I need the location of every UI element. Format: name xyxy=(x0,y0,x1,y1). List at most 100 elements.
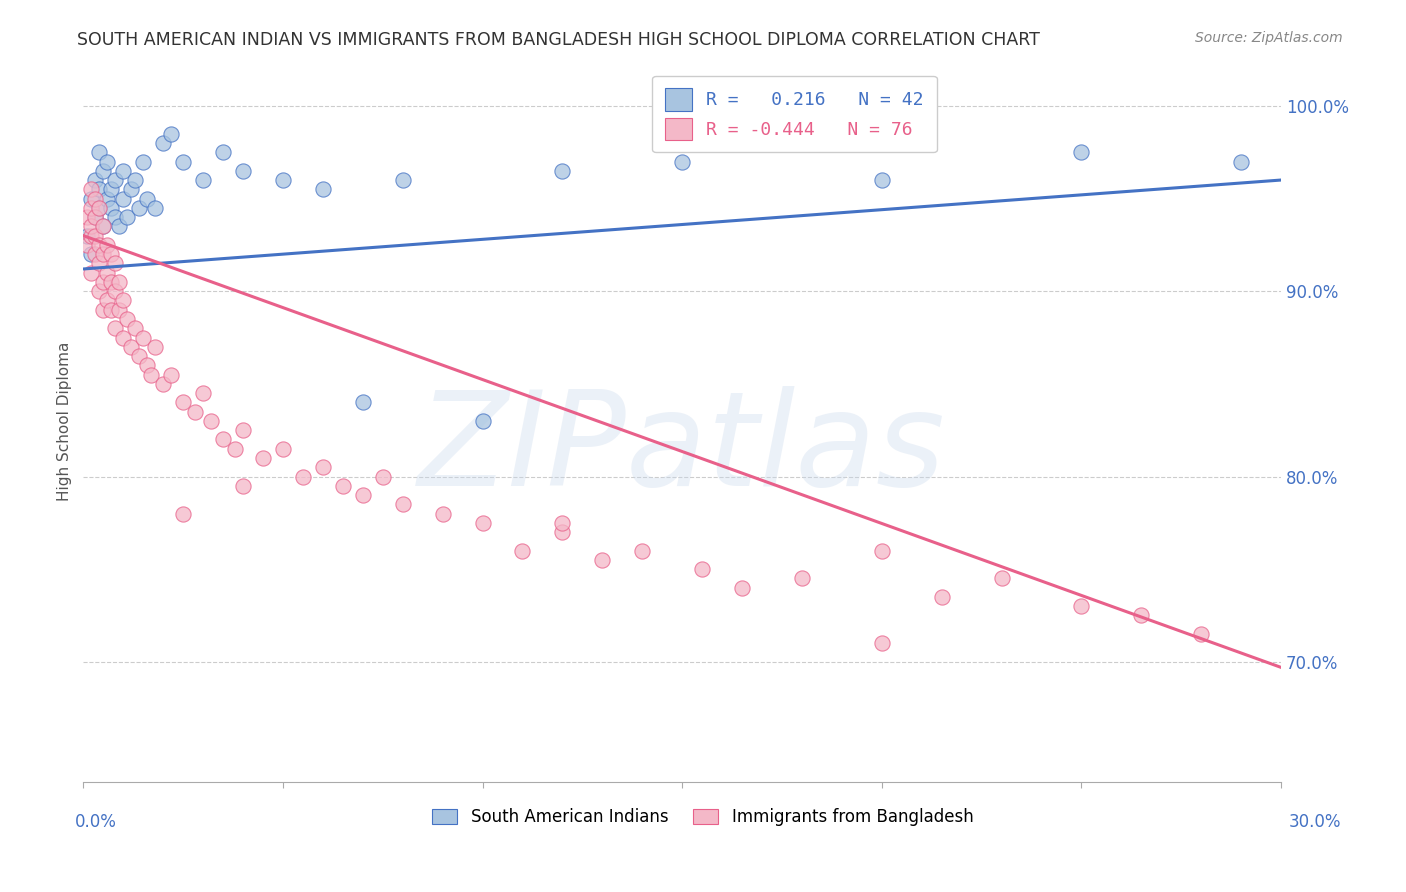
Point xyxy=(115,312,138,326)
Point xyxy=(391,173,413,187)
Point xyxy=(80,228,103,243)
Point xyxy=(132,330,155,344)
Point xyxy=(100,302,122,317)
Point xyxy=(120,340,142,354)
Point xyxy=(512,543,534,558)
Point xyxy=(551,516,574,530)
Point xyxy=(104,321,127,335)
Point xyxy=(96,154,118,169)
Point xyxy=(172,507,194,521)
Point xyxy=(870,543,893,558)
Point xyxy=(471,414,494,428)
Point xyxy=(108,302,131,317)
Point xyxy=(391,497,413,511)
Point xyxy=(152,376,174,391)
Point xyxy=(100,182,122,196)
Point xyxy=(631,543,654,558)
Point xyxy=(352,395,374,409)
Point xyxy=(96,293,118,308)
Point xyxy=(80,266,103,280)
Point xyxy=(870,636,893,650)
Point xyxy=(172,154,194,169)
Point xyxy=(80,192,103,206)
Point xyxy=(212,433,235,447)
Point xyxy=(84,173,107,187)
Point xyxy=(91,219,114,234)
Point xyxy=(591,553,613,567)
Point xyxy=(291,469,314,483)
Point xyxy=(80,247,103,261)
Point xyxy=(89,182,111,196)
Point xyxy=(200,414,222,428)
Point xyxy=(91,163,114,178)
Point xyxy=(312,182,335,196)
Text: ZIPatlas: ZIPatlas xyxy=(418,386,946,513)
Point xyxy=(80,182,103,196)
Point xyxy=(132,154,155,169)
Point xyxy=(471,516,494,530)
Point xyxy=(271,173,294,187)
Point xyxy=(252,450,274,465)
Point xyxy=(89,256,111,270)
Point xyxy=(80,201,103,215)
Point xyxy=(332,479,354,493)
Point xyxy=(152,136,174,150)
Point xyxy=(89,145,111,160)
Point xyxy=(128,201,150,215)
Point xyxy=(91,219,114,234)
Point xyxy=(112,192,135,206)
Point xyxy=(84,192,107,206)
Text: SOUTH AMERICAN INDIAN VS IMMIGRANTS FROM BANGLADESH HIGH SCHOOL DIPLOMA CORRELAT: SOUTH AMERICAN INDIAN VS IMMIGRANTS FROM… xyxy=(77,31,1040,49)
Point xyxy=(191,386,214,401)
Point xyxy=(143,340,166,354)
Point xyxy=(104,210,127,224)
Text: 30.0%: 30.0% xyxy=(1288,814,1341,831)
Point xyxy=(224,442,246,456)
Point xyxy=(84,210,107,224)
Point xyxy=(1070,599,1092,614)
Text: Source: ZipAtlas.com: Source: ZipAtlas.com xyxy=(1195,31,1343,45)
Point xyxy=(100,201,122,215)
Point xyxy=(96,238,118,252)
Point xyxy=(271,442,294,456)
Point xyxy=(104,256,127,270)
Point xyxy=(143,201,166,215)
Point xyxy=(790,571,813,585)
Point xyxy=(184,404,207,418)
Point xyxy=(91,302,114,317)
Point xyxy=(160,368,183,382)
Point xyxy=(1189,627,1212,641)
Point xyxy=(551,525,574,540)
Point xyxy=(232,423,254,437)
Point xyxy=(432,507,454,521)
Point xyxy=(212,145,235,160)
Point xyxy=(124,173,146,187)
Point xyxy=(191,173,214,187)
Point xyxy=(84,247,107,261)
Point xyxy=(990,571,1012,585)
Point xyxy=(112,293,135,308)
Point xyxy=(232,163,254,178)
Point xyxy=(96,192,118,206)
Point xyxy=(731,581,754,595)
Text: 0.0%: 0.0% xyxy=(75,814,117,831)
Point xyxy=(1130,608,1153,623)
Point xyxy=(100,247,122,261)
Point xyxy=(124,321,146,335)
Point xyxy=(172,395,194,409)
Point xyxy=(100,275,122,289)
Point xyxy=(931,590,953,604)
Point xyxy=(232,479,254,493)
Point xyxy=(352,488,374,502)
Point xyxy=(1230,154,1253,169)
Point xyxy=(120,182,142,196)
Point xyxy=(80,219,103,234)
Point xyxy=(312,460,335,475)
Point xyxy=(89,284,111,298)
Point xyxy=(96,266,118,280)
Legend: South American Indians, Immigrants from Bangladesh: South American Indians, Immigrants from … xyxy=(425,800,981,835)
Point xyxy=(1070,145,1092,160)
Point xyxy=(76,238,98,252)
Y-axis label: High School Diploma: High School Diploma xyxy=(58,342,72,500)
Point xyxy=(671,154,693,169)
